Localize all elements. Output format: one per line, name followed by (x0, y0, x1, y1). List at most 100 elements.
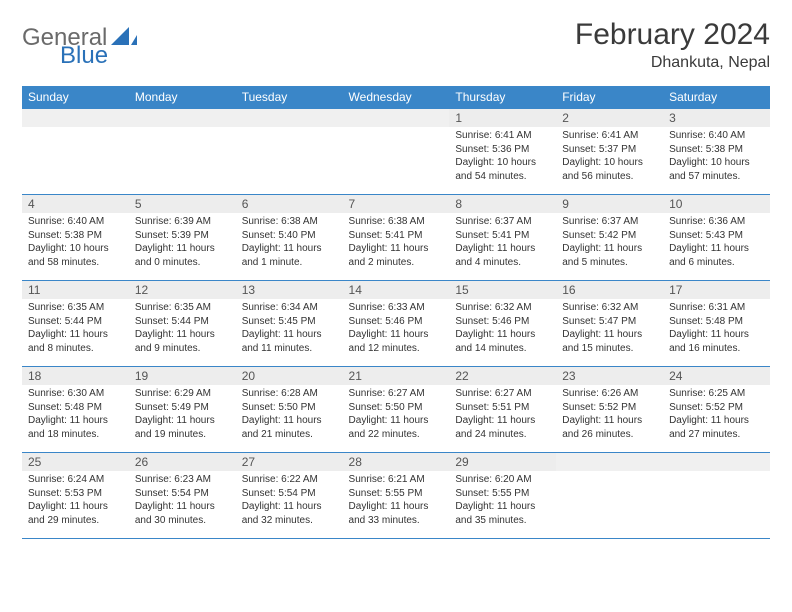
sunset-line: Sunset: 5:49 PM (135, 401, 230, 415)
sunset-line: Sunset: 5:45 PM (242, 315, 337, 329)
cell-body: Sunrise: 6:23 AMSunset: 5:54 PMDaylight:… (129, 471, 236, 531)
calendar-cell: 14Sunrise: 6:33 AMSunset: 5:46 PMDayligh… (343, 281, 450, 367)
day-number: 28 (343, 453, 450, 471)
cell-body: Sunrise: 6:32 AMSunset: 5:47 PMDaylight:… (556, 299, 663, 359)
sunset-line: Sunset: 5:37 PM (562, 143, 657, 157)
calendar-cell (556, 453, 663, 539)
sunset-line: Sunset: 5:46 PM (455, 315, 550, 329)
sunrise-line: Sunrise: 6:40 AM (28, 215, 123, 229)
day-number: 25 (22, 453, 129, 471)
cell-body (22, 127, 129, 133)
cell-body: Sunrise: 6:41 AMSunset: 5:37 PMDaylight:… (556, 127, 663, 187)
calendar-body: 1Sunrise: 6:41 AMSunset: 5:36 PMDaylight… (22, 109, 770, 539)
sunset-line: Sunset: 5:38 PM (28, 229, 123, 243)
sunrise-line: Sunrise: 6:40 AM (669, 129, 764, 143)
cell-body: Sunrise: 6:35 AMSunset: 5:44 PMDaylight:… (22, 299, 129, 359)
month-title: February 2024 (575, 18, 770, 52)
calendar-cell (663, 453, 770, 539)
daylight-line: Daylight: 11 hours and 33 minutes. (349, 500, 444, 527)
calendar-row: 11Sunrise: 6:35 AMSunset: 5:44 PMDayligh… (22, 281, 770, 367)
calendar-table: SundayMondayTuesdayWednesdayThursdayFrid… (22, 86, 770, 539)
daylight-line: Daylight: 11 hours and 0 minutes. (135, 242, 230, 269)
cell-body: Sunrise: 6:27 AMSunset: 5:51 PMDaylight:… (449, 385, 556, 445)
sunset-line: Sunset: 5:53 PM (28, 487, 123, 501)
calendar-cell: 4Sunrise: 6:40 AMSunset: 5:38 PMDaylight… (22, 195, 129, 281)
day-number: 19 (129, 367, 236, 385)
daylight-line: Daylight: 11 hours and 6 minutes. (669, 242, 764, 269)
cell-body (663, 471, 770, 477)
sunset-line: Sunset: 5:48 PM (28, 401, 123, 415)
day-number: 7 (343, 195, 450, 213)
day-number (663, 453, 770, 471)
weekday-header: Thursday (449, 86, 556, 109)
sunrise-line: Sunrise: 6:27 AM (349, 387, 444, 401)
daylight-line: Daylight: 11 hours and 2 minutes. (349, 242, 444, 269)
logo: General Blue (22, 24, 139, 52)
sunset-line: Sunset: 5:44 PM (28, 315, 123, 329)
sunrise-line: Sunrise: 6:38 AM (349, 215, 444, 229)
day-number: 4 (22, 195, 129, 213)
daylight-line: Daylight: 11 hours and 29 minutes. (28, 500, 123, 527)
calendar-cell: 24Sunrise: 6:25 AMSunset: 5:52 PMDayligh… (663, 367, 770, 453)
calendar-row: 18Sunrise: 6:30 AMSunset: 5:48 PMDayligh… (22, 367, 770, 453)
day-number: 20 (236, 367, 343, 385)
day-number: 10 (663, 195, 770, 213)
daylight-line: Daylight: 11 hours and 16 minutes. (669, 328, 764, 355)
sunset-line: Sunset: 5:42 PM (562, 229, 657, 243)
cell-body: Sunrise: 6:27 AMSunset: 5:50 PMDaylight:… (343, 385, 450, 445)
calendar-cell: 27Sunrise: 6:22 AMSunset: 5:54 PMDayligh… (236, 453, 343, 539)
daylight-line: Daylight: 11 hours and 1 minute. (242, 242, 337, 269)
calendar-cell: 7Sunrise: 6:38 AMSunset: 5:41 PMDaylight… (343, 195, 450, 281)
calendar-cell (129, 109, 236, 195)
calendar-cell (343, 109, 450, 195)
sunrise-line: Sunrise: 6:41 AM (562, 129, 657, 143)
cell-body: Sunrise: 6:37 AMSunset: 5:42 PMDaylight:… (556, 213, 663, 273)
cell-body: Sunrise: 6:41 AMSunset: 5:36 PMDaylight:… (449, 127, 556, 187)
daylight-line: Daylight: 11 hours and 12 minutes. (349, 328, 444, 355)
daylight-line: Daylight: 11 hours and 14 minutes. (455, 328, 550, 355)
sunset-line: Sunset: 5:55 PM (455, 487, 550, 501)
cell-body (343, 127, 450, 133)
cell-body: Sunrise: 6:20 AMSunset: 5:55 PMDaylight:… (449, 471, 556, 531)
sunrise-line: Sunrise: 6:41 AM (455, 129, 550, 143)
calendar-row: 1Sunrise: 6:41 AMSunset: 5:36 PMDaylight… (22, 109, 770, 195)
sunrise-line: Sunrise: 6:20 AM (455, 473, 550, 487)
calendar-cell (236, 109, 343, 195)
sunrise-line: Sunrise: 6:37 AM (562, 215, 657, 229)
calendar-cell: 13Sunrise: 6:34 AMSunset: 5:45 PMDayligh… (236, 281, 343, 367)
calendar-row: 4Sunrise: 6:40 AMSunset: 5:38 PMDaylight… (22, 195, 770, 281)
calendar-cell: 5Sunrise: 6:39 AMSunset: 5:39 PMDaylight… (129, 195, 236, 281)
sunrise-line: Sunrise: 6:27 AM (455, 387, 550, 401)
cell-body: Sunrise: 6:26 AMSunset: 5:52 PMDaylight:… (556, 385, 663, 445)
sunrise-line: Sunrise: 6:36 AM (669, 215, 764, 229)
title-block: February 2024 Dhankuta, Nepal (575, 18, 770, 72)
sunset-line: Sunset: 5:43 PM (669, 229, 764, 243)
daylight-line: Daylight: 11 hours and 9 minutes. (135, 328, 230, 355)
cell-body: Sunrise: 6:33 AMSunset: 5:46 PMDaylight:… (343, 299, 450, 359)
daylight-line: Daylight: 11 hours and 21 minutes. (242, 414, 337, 441)
cell-body: Sunrise: 6:24 AMSunset: 5:53 PMDaylight:… (22, 471, 129, 531)
weekday-header: Monday (129, 86, 236, 109)
sunrise-line: Sunrise: 6:31 AM (669, 301, 764, 315)
sunset-line: Sunset: 5:48 PM (669, 315, 764, 329)
cell-body (129, 127, 236, 133)
sunrise-line: Sunrise: 6:21 AM (349, 473, 444, 487)
cell-body: Sunrise: 6:29 AMSunset: 5:49 PMDaylight:… (129, 385, 236, 445)
calendar-cell: 1Sunrise: 6:41 AMSunset: 5:36 PMDaylight… (449, 109, 556, 195)
calendar-cell: 9Sunrise: 6:37 AMSunset: 5:42 PMDaylight… (556, 195, 663, 281)
day-number: 12 (129, 281, 236, 299)
sunset-line: Sunset: 5:40 PM (242, 229, 337, 243)
sunset-line: Sunset: 5:54 PM (242, 487, 337, 501)
calendar-cell: 23Sunrise: 6:26 AMSunset: 5:52 PMDayligh… (556, 367, 663, 453)
cell-body: Sunrise: 6:21 AMSunset: 5:55 PMDaylight:… (343, 471, 450, 531)
sunset-line: Sunset: 5:44 PM (135, 315, 230, 329)
sunrise-line: Sunrise: 6:32 AM (455, 301, 550, 315)
cell-body: Sunrise: 6:40 AMSunset: 5:38 PMDaylight:… (22, 213, 129, 273)
day-number: 15 (449, 281, 556, 299)
day-number: 23 (556, 367, 663, 385)
cell-body: Sunrise: 6:38 AMSunset: 5:40 PMDaylight:… (236, 213, 343, 273)
calendar-cell: 11Sunrise: 6:35 AMSunset: 5:44 PMDayligh… (22, 281, 129, 367)
cell-body: Sunrise: 6:30 AMSunset: 5:48 PMDaylight:… (22, 385, 129, 445)
day-number: 6 (236, 195, 343, 213)
weekday-header: Friday (556, 86, 663, 109)
